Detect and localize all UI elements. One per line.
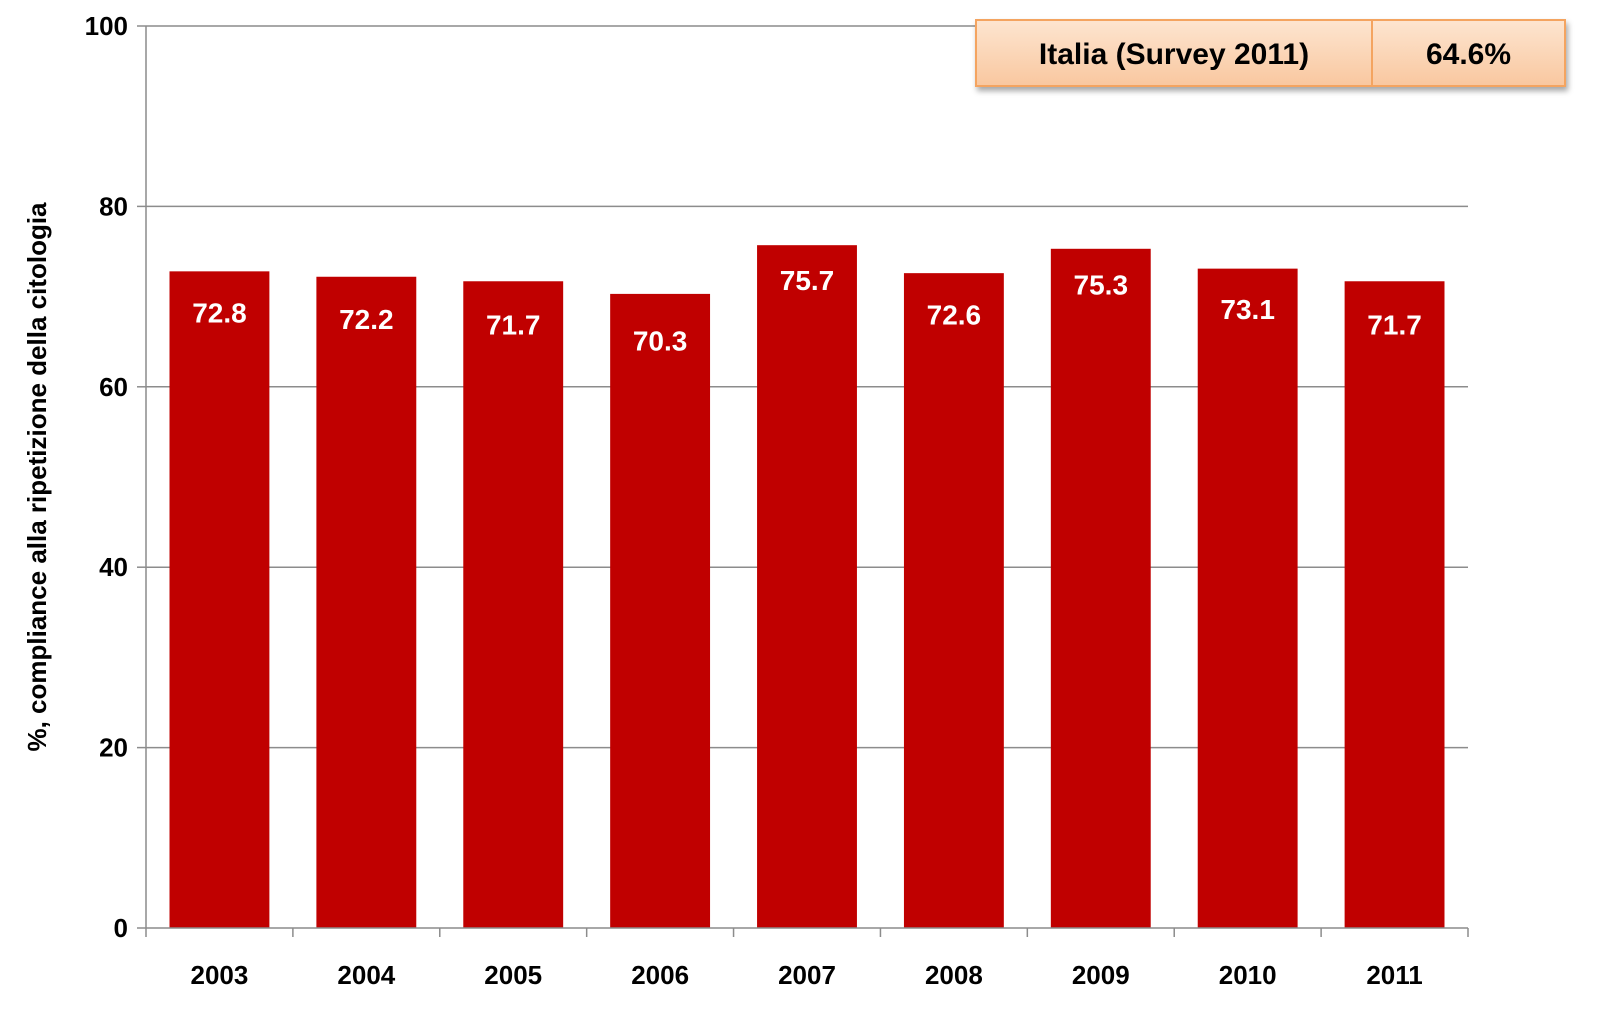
bar-value-label: 75.3 <box>1074 269 1129 300</box>
bar <box>610 293 711 928</box>
bar-value-label: 75.7 <box>780 265 835 296</box>
x-tick-label: 2006 <box>631 960 689 990</box>
annotation-label: Italia (Survey 2011) <box>1039 38 1309 71</box>
annotation-value: 64.6% <box>1426 38 1511 71</box>
bar-value-label: 71.7 <box>1367 310 1422 341</box>
bar <box>316 276 417 929</box>
bars: 72.8 72.2 71.7 70.3 75.7 72.6 75.3 73.1 71.7 <box>169 245 1445 929</box>
y-tick-label: 100 <box>85 11 128 41</box>
bar <box>1344 281 1445 928</box>
annotation-box: Italia (Survey 2011) 64.6% <box>975 19 1566 87</box>
bar-value-label: 72.6 <box>927 300 982 331</box>
y-tick-label: 60 <box>99 372 128 402</box>
y-axis-label: %, compliance alla ripetizione della cit… <box>22 202 52 752</box>
x-axis: 2003 2004 2005 2006 2007 2008 2009 2010 2011 <box>145 927 1469 990</box>
x-tick-label: 2009 <box>1072 960 1130 990</box>
bar <box>757 245 857 928</box>
x-tick-label: 2008 <box>925 960 983 990</box>
bar-value-label: 73.1 <box>1220 294 1275 325</box>
x-tick-label: 2005 <box>484 960 542 990</box>
bar <box>903 273 1004 928</box>
y-axis: 0 20 40 60 80 100 <box>85 11 147 943</box>
y-tick-label: 0 <box>114 913 128 943</box>
bar-value-label: 72.8 <box>192 297 247 328</box>
x-tick-label: 2010 <box>1219 960 1277 990</box>
bar <box>169 271 270 928</box>
y-tick-label: 40 <box>99 552 128 582</box>
x-tick-label: 2011 <box>1366 960 1422 990</box>
bar <box>463 281 564 928</box>
x-tick-label: 2007 <box>778 960 836 990</box>
bar-value-label: 70.3 <box>633 325 688 356</box>
y-tick-label: 80 <box>99 191 128 221</box>
bar <box>1197 268 1298 928</box>
y-tick-label: 20 <box>99 733 128 763</box>
x-tick-label: 2003 <box>191 960 249 990</box>
bar <box>1050 248 1151 928</box>
x-tick-label: 2004 <box>337 960 395 990</box>
bar-value-label: 71.7 <box>486 310 541 341</box>
annotation-box-background <box>975 19 1566 87</box>
bar-value-label: 72.2 <box>339 304 394 335</box>
